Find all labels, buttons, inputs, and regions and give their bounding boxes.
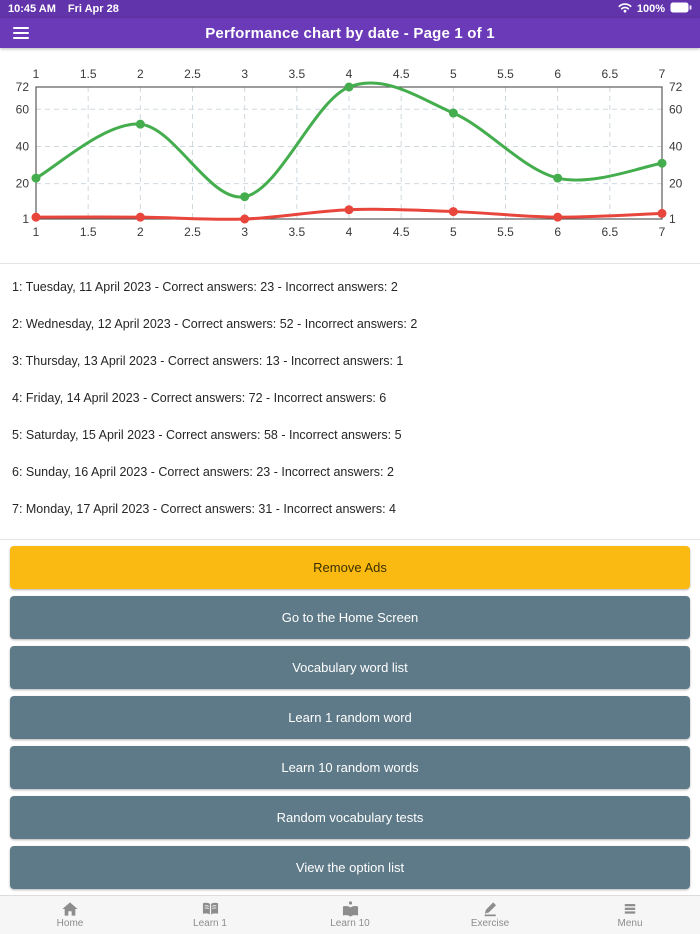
battery-percent: 100% [636,3,665,15]
tick-label: 1 [33,67,40,81]
tick-label: 4.5 [393,225,410,239]
tick-label: 3 [241,67,248,81]
tab-home[interactable]: Home [0,896,140,934]
battery-icon [670,2,692,16]
data-point [657,158,667,168]
tab-menu[interactable]: Menu [560,896,700,934]
tick-label: 7 [659,225,666,239]
tab-label: Menu [617,918,643,929]
tick-label: 20 [16,177,30,191]
tab-learn-1[interactable]: Learn 1 [140,896,280,934]
tick-label: 6 [554,67,561,81]
tick-label: 40 [16,139,30,153]
list-item: 7: Monday, 17 April 2023 - Correct answe… [12,502,396,516]
tab-label: Learn 1 [193,918,227,929]
data-point [344,82,354,92]
status-date: Fri Apr 28 [67,3,119,15]
tick-label: 4.5 [393,67,410,81]
tick-label: 5.5 [497,225,514,239]
tick-label: 3 [241,225,248,239]
data-point [657,208,667,218]
wifi-icon [618,2,632,16]
list-item: 4: Friday, 14 April 2023 - Correct answe… [12,391,387,405]
tick-label: 40 [669,139,683,153]
list-item: 6: Sunday, 16 April 2023 - Correct answe… [12,465,394,479]
tick-label: 1 [669,212,676,226]
home-icon [61,901,79,917]
tab-label: Learn 10 [330,918,370,929]
menu-icon [622,901,638,917]
status-time: 10:45 AM [8,3,56,15]
status-bar: 10:45 AM Fri Apr 28 100% [0,0,700,18]
tick-label: 3.5 [288,67,305,81]
tick-label: 1 [33,225,40,239]
list-item: 2: Wednesday, 12 April 2023 - Correct an… [12,317,418,331]
list-item: 3: Thursday, 13 April 2023 - Correct ans… [12,354,404,368]
data-point [553,173,563,183]
tick-label: 4 [346,67,353,81]
tab-label: Home [56,918,84,929]
performance-line-chart: 111.51.5222.52.5333.53.5444.54.5555.55.5… [16,67,683,239]
tick-label: 72 [669,80,683,94]
data-point [344,205,354,215]
home-screen-button[interactable]: Go to the Home Screen [10,596,690,639]
learn-1-word-button[interactable]: Learn 1 random word [10,696,690,739]
tick-label: 7 [659,67,666,81]
action-buttons: Remove Ads Go to the Home Screen Vocabul… [0,539,700,889]
app-header: Performance chart by date - Page 1 of 1 [0,18,700,48]
tick-label: 2 [137,225,144,239]
remove-ads-button[interactable]: Remove Ads [10,546,690,589]
data-point [240,214,250,224]
data-point [240,192,250,202]
pencil-icon [481,901,499,917]
tick-label: 6.5 [601,225,618,239]
data-point [448,108,458,118]
tick-label: 5 [450,67,457,81]
tick-label: 72 [16,80,30,94]
random-tests-button[interactable]: Random vocabulary tests [10,796,690,839]
list-item: 5: Saturday, 15 April 2023 - Correct ans… [12,428,402,442]
bottom-tab-bar: Home Learn 1 Learn 10 Exercise [0,895,700,934]
data-point [135,119,145,129]
data-point [31,212,41,222]
tick-label: 5.5 [497,67,514,81]
list-item: 1: Tuesday, 11 April 2023 - Correct answ… [12,280,398,294]
data-point [448,207,458,217]
book-dot-icon [341,901,360,917]
tick-label: 5 [450,225,457,239]
learn-10-words-button[interactable]: Learn 10 random words [10,746,690,789]
day-results-list: 1: Tuesday, 11 April 2023 - Correct answ… [0,264,700,516]
option-list-button[interactable]: View the option list [10,846,690,889]
tick-label: 2.5 [184,225,201,239]
tick-label: 6 [554,225,561,239]
tick-label: 60 [669,102,683,116]
data-point [31,173,41,183]
data-point [553,212,563,222]
tab-exercise[interactable]: Exercise [420,896,560,934]
tick-label: 2.5 [184,67,201,81]
tick-label: 60 [16,102,30,116]
tick-label: 1 [22,212,29,226]
tick-label: 2 [137,67,144,81]
tick-label: 20 [669,177,683,191]
tick-label: 3.5 [288,225,305,239]
tick-label: 6.5 [601,67,618,81]
tick-label: 1.5 [80,67,97,81]
chart-section: 1 1 1.5 1.5 2 2 2.5 2.5 3 3 3.5 3.5 4 4 4.5 4.5 5 5 5.5 5.5… [0,48,700,264]
hamburger-menu-icon[interactable] [13,27,29,39]
open-book-icon [201,901,220,917]
tab-label: Exercise [470,918,510,929]
tab-learn-10[interactable]: Learn 10 [280,896,420,934]
data-point [135,212,145,222]
page-title: Performance chart by date - Page 1 of 1 [205,24,495,42]
tick-label: 4 [346,225,353,239]
tick-label: 1.5 [80,225,97,239]
vocabulary-list-button[interactable]: Vocabulary word list [10,646,690,689]
